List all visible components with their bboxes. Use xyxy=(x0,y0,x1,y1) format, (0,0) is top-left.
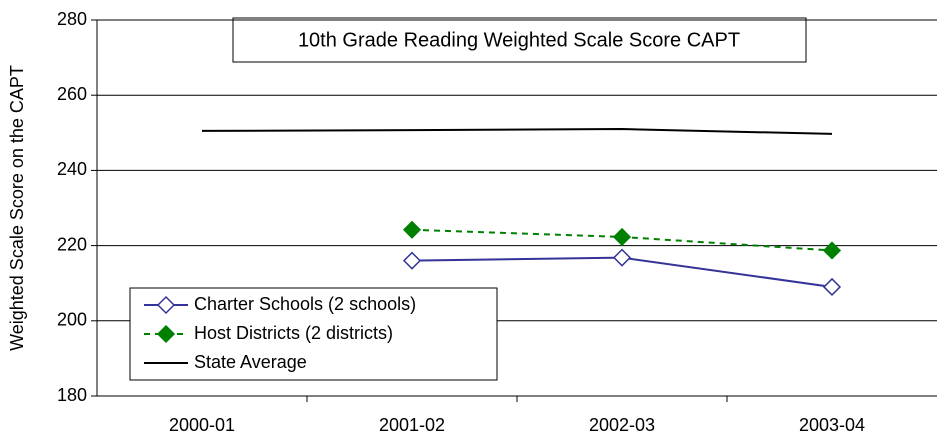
data-point xyxy=(612,227,632,247)
legend-marker xyxy=(156,295,176,315)
x-tick-label: 2003-04 xyxy=(799,415,865,435)
series-line xyxy=(201,128,833,135)
y-tick-label: 220 xyxy=(57,234,87,254)
y-tick-label: 280 xyxy=(57,9,87,29)
chart-title: 10th Grade Reading Weighted Scale Score … xyxy=(298,29,740,51)
data-point xyxy=(402,220,422,239)
y-axis-label: Weighted Scale Score on the CAPT xyxy=(7,65,27,351)
y-tick-label: 200 xyxy=(57,310,87,330)
y-tick-label: 260 xyxy=(57,84,87,104)
y-tick-label: 180 xyxy=(57,385,87,405)
data-point xyxy=(822,241,842,260)
legend-marker xyxy=(156,324,176,344)
legend-box xyxy=(129,287,498,381)
x-tick-label: 2001-02 xyxy=(379,415,445,435)
x-tick-label: 2000-01 xyxy=(169,415,235,435)
legend-label: Host Districts (2 districts) xyxy=(194,323,393,343)
x-tick-label: 2002-03 xyxy=(589,415,655,435)
data-point xyxy=(612,248,632,267)
title-box xyxy=(232,17,807,63)
data-point xyxy=(822,277,842,297)
data-point xyxy=(402,251,422,270)
y-tick-label: 240 xyxy=(57,159,87,179)
legend: Charter Schools (2 schools) Host District… xyxy=(129,287,498,381)
legend-label: State Average xyxy=(194,352,307,372)
legend-label: Charter Schools (2 schools) xyxy=(194,294,416,314)
